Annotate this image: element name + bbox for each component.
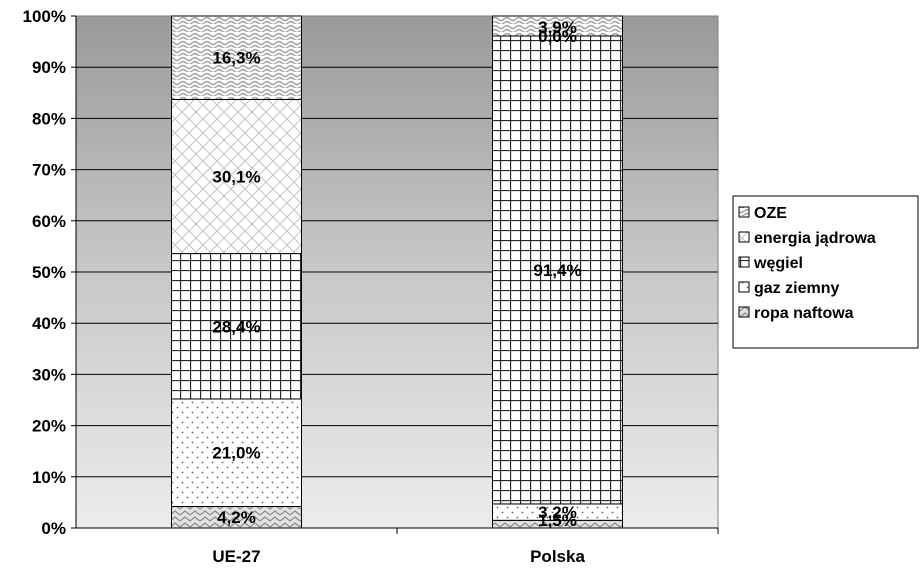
bar-segment xyxy=(171,398,302,507)
y-tick-label: 90% xyxy=(32,58,66,77)
y-tick-label: 50% xyxy=(32,263,66,282)
data-label: 3,2% xyxy=(538,503,577,522)
legend-label: OZE xyxy=(754,205,787,222)
legend-box xyxy=(732,195,919,349)
legend-label: energia jądrowa xyxy=(754,230,876,247)
legend-swatch xyxy=(738,206,750,218)
legend-label: ropa naftowa xyxy=(754,305,854,322)
bar-segment xyxy=(492,15,623,37)
y-tick-label: 60% xyxy=(32,212,66,231)
axes: 0% 10% 20% 30% 40% 50% 60% 70% 80% 90% 100% UE-27 Po… xyxy=(23,7,719,566)
data-label: 21,0% xyxy=(212,444,260,463)
y-tick-label: 0% xyxy=(41,519,66,538)
data-label: 4,2% xyxy=(217,508,256,527)
legend: OZE energia jądrowa węgiel gaz ziemny ropa n… xyxy=(732,195,919,349)
x-tick-label: Polska xyxy=(530,547,585,566)
y-tick-label: 100% xyxy=(23,7,66,26)
data-label: 30,1% xyxy=(212,168,260,187)
data-label: 0,0% xyxy=(538,27,577,46)
legend-swatch xyxy=(738,256,750,268)
data-label: 1,5% xyxy=(538,511,577,530)
legend-swatch xyxy=(738,306,750,318)
bar-segment xyxy=(171,15,302,100)
y-tick-label: 20% xyxy=(32,417,66,436)
data-label: 16,3% xyxy=(212,49,260,68)
y-tick-label: 70% xyxy=(32,161,66,180)
bar-segment xyxy=(492,35,623,505)
legend-swatch xyxy=(738,281,750,293)
y-tick-label: 30% xyxy=(32,365,66,384)
legend-swatch xyxy=(738,231,750,243)
data-label: 28,4% xyxy=(212,317,260,336)
x-tick-label: UE-27 xyxy=(212,547,260,566)
y-tick-label: 40% xyxy=(32,314,66,333)
y-tick-label: 80% xyxy=(32,109,66,128)
data-label: 3,9% xyxy=(538,18,577,37)
bar-labels: 4,2% 21,0% 28,4% 30,1% 16,3% 1,5%3,2% 91,4% 0,0… xyxy=(212,18,581,530)
y-tick-label: 10% xyxy=(32,468,66,487)
bars xyxy=(171,15,623,529)
legend-label: gaz ziemny xyxy=(754,280,839,297)
data-label: 91,4% xyxy=(533,261,581,280)
legend-label: węgiel xyxy=(753,255,803,272)
